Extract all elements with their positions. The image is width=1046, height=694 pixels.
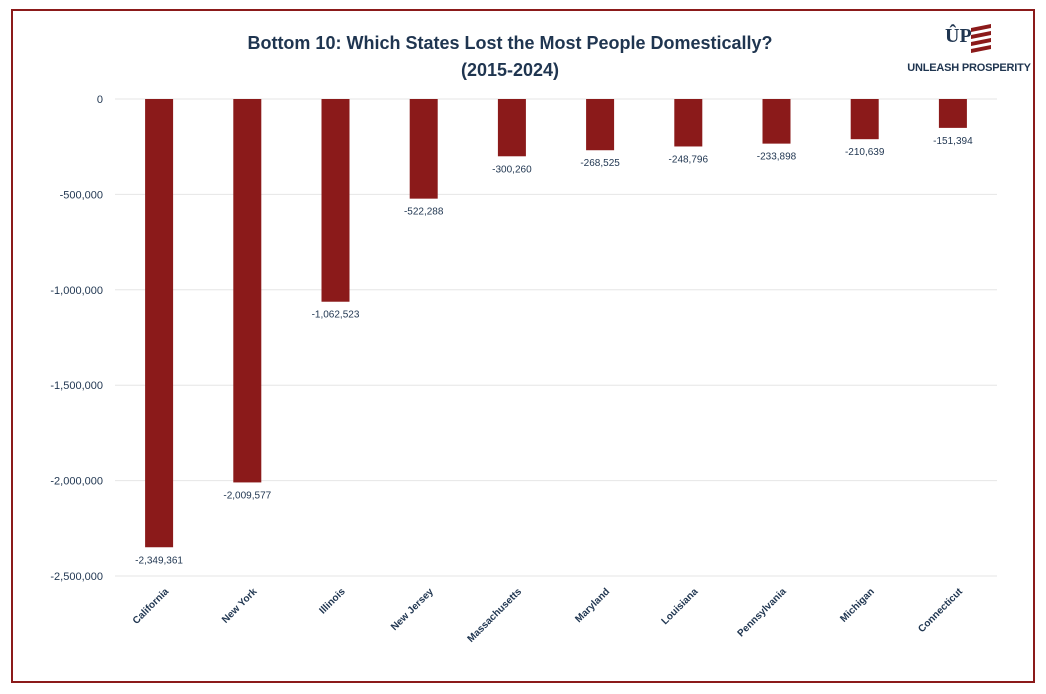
- y-tick-label: -1,500,000: [50, 380, 103, 392]
- bar: [321, 99, 350, 302]
- unleash-prosperity-logo: ÛP UNLEASH PROSPERITY: [905, 20, 1033, 82]
- bars: [145, 99, 967, 548]
- y-axis-tick-labels: 0 -500,000 -1,000,000 -1,500,000 -2,000,000 -…: [50, 94, 103, 583]
- x-tick-label: Illinois: [317, 586, 347, 616]
- bar: [762, 99, 791, 144]
- x-axis-tick-labels: California New York Illinois New Jersey Mass…: [131, 586, 966, 645]
- logo-mark: ÛP: [945, 23, 972, 47]
- data-label: -233,898: [757, 152, 797, 163]
- bar: [497, 99, 526, 157]
- y-tick-label: 0: [97, 94, 103, 106]
- data-label: -1,062,523: [312, 310, 360, 321]
- data-label: -522,288: [404, 207, 444, 218]
- y-tick-label: -500,000: [60, 189, 103, 201]
- data-label: -151,394: [933, 136, 973, 147]
- bar: [674, 99, 703, 147]
- bar: [938, 99, 967, 128]
- chart-subtitle: (2015-2024): [460, 60, 560, 80]
- x-tick-label: New York: [220, 586, 260, 626]
- x-tick-label: Connecticut: [916, 586, 965, 635]
- y-tick-label: -2,500,000: [50, 571, 103, 583]
- bar: [409, 99, 438, 199]
- x-tick-label: Pennsylvania: [736, 586, 789, 639]
- gridlines: [115, 98, 997, 577]
- y-tick-label: -2,000,000: [50, 476, 103, 488]
- x-tick-label: Maryland: [573, 586, 612, 625]
- data-label: -2,349,361: [135, 555, 183, 566]
- x-tick-label: Massachusetts: [466, 586, 525, 645]
- data-label: -248,796: [669, 154, 709, 165]
- logo-text: UNLEASH PROSPERITY: [907, 62, 1031, 74]
- data-label: -300,260: [492, 164, 532, 175]
- bar: [586, 99, 615, 151]
- data-label: -2,009,577: [223, 490, 271, 501]
- data-label: -268,525: [580, 158, 620, 169]
- x-tick-label: Louisiana: [660, 586, 701, 627]
- chart-title: Bottom 10: Which States Lost the Most Pe…: [247, 33, 773, 53]
- flag-stripes-icon: ÛP: [945, 23, 991, 53]
- y-tick-label: -1,000,000: [50, 285, 103, 297]
- x-tick-label: Michigan: [838, 586, 876, 624]
- bar: [145, 99, 174, 548]
- x-tick-label: California: [131, 586, 172, 627]
- bar: [850, 99, 879, 140]
- x-tick-label: New Jersey: [389, 586, 436, 633]
- data-label: -210,639: [845, 147, 885, 158]
- data-labels: -2,349,361 -2,009,577 -1,062,523 -522,288 -3…: [135, 136, 973, 566]
- bar: [233, 99, 262, 483]
